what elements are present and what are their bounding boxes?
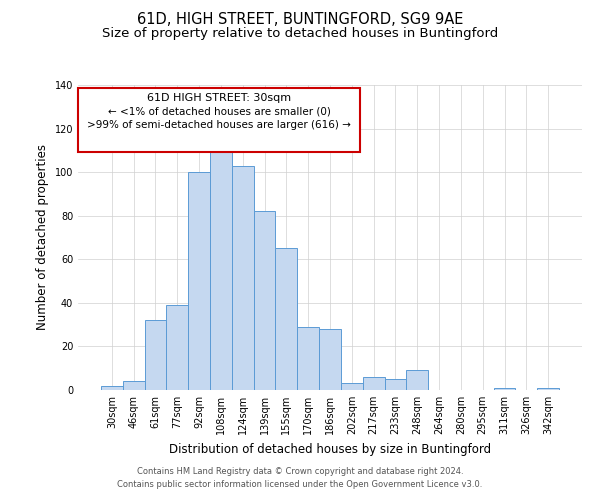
- Bar: [341, 384, 363, 390]
- Text: >99% of semi-detached houses are larger (616) →: >99% of semi-detached houses are larger …: [87, 120, 351, 130]
- FancyBboxPatch shape: [78, 88, 360, 152]
- Bar: [297, 327, 319, 390]
- Y-axis label: Number of detached properties: Number of detached properties: [36, 144, 49, 330]
- Bar: [319, 329, 341, 390]
- Text: ← <1% of detached houses are smaller (0): ← <1% of detached houses are smaller (0): [107, 106, 331, 117]
- Text: 61D, HIGH STREET, BUNTINGFORD, SG9 9AE: 61D, HIGH STREET, BUNTINGFORD, SG9 9AE: [137, 12, 463, 28]
- Bar: [254, 212, 275, 390]
- Bar: [145, 320, 166, 390]
- Bar: [275, 248, 297, 390]
- Text: Contains HM Land Registry data © Crown copyright and database right 2024.: Contains HM Land Registry data © Crown c…: [137, 467, 463, 476]
- Bar: [166, 305, 188, 390]
- Bar: [406, 370, 428, 390]
- Bar: [537, 388, 559, 390]
- Text: 61D HIGH STREET: 30sqm: 61D HIGH STREET: 30sqm: [147, 92, 291, 102]
- Bar: [188, 172, 210, 390]
- Bar: [101, 386, 123, 390]
- Bar: [385, 379, 406, 390]
- Text: Size of property relative to detached houses in Buntingford: Size of property relative to detached ho…: [102, 28, 498, 40]
- Bar: [363, 377, 385, 390]
- Bar: [232, 166, 254, 390]
- X-axis label: Distribution of detached houses by size in Buntingford: Distribution of detached houses by size …: [169, 442, 491, 456]
- Bar: [123, 382, 145, 390]
- Text: Contains public sector information licensed under the Open Government Licence v3: Contains public sector information licen…: [118, 480, 482, 489]
- Bar: [494, 388, 515, 390]
- Bar: [210, 133, 232, 390]
